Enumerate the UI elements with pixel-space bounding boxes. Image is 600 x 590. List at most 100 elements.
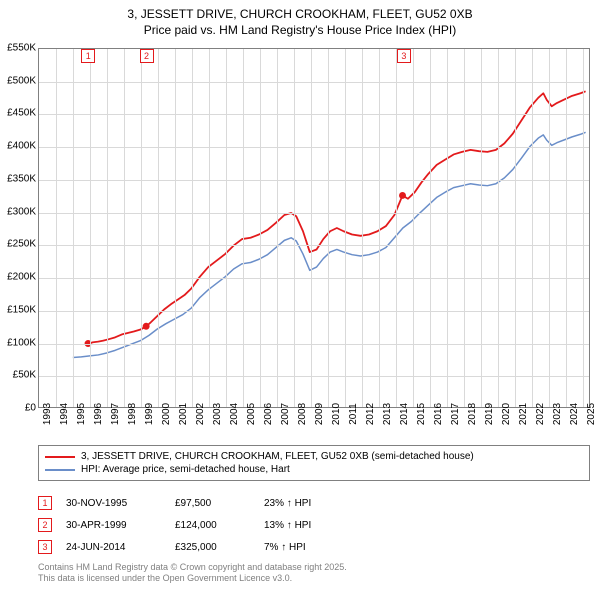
footer-attribution: Contains HM Land Registry data © Crown c…: [38, 562, 590, 585]
gridline-v: [362, 49, 363, 407]
gridline-v: [379, 49, 380, 407]
gridline-h: [39, 213, 589, 214]
x-tick-label: 2006: [263, 403, 274, 425]
y-tick-label: £450K: [0, 108, 36, 119]
gridline-h: [39, 82, 589, 83]
event-marker-box: 2: [38, 518, 52, 532]
event-hpi: 7% ↑ HPI: [264, 542, 306, 553]
gridline-v: [345, 49, 346, 407]
x-tick-label: 2023: [552, 403, 563, 425]
event-price: £124,000: [175, 520, 250, 531]
x-tick-label: 1998: [127, 403, 138, 425]
x-tick-label: 2011: [348, 403, 359, 425]
x-tick-label: 2024: [569, 403, 580, 425]
gridline-v: [532, 49, 533, 407]
legend-swatch: [45, 456, 75, 458]
gridline-v: [90, 49, 91, 407]
chart-marker: 1: [81, 49, 95, 63]
y-tick-label: £350K: [0, 173, 36, 184]
legend-row: 3, JESSETT DRIVE, CHURCH CROOKHAM, FLEET…: [45, 450, 583, 463]
event-date: 24-JUN-2014: [66, 542, 161, 553]
y-tick-label: £200K: [0, 272, 36, 283]
gridline-v: [209, 49, 210, 407]
gridline-v: [56, 49, 57, 407]
event-price: £325,000: [175, 542, 250, 553]
legend-label: HPI: Average price, semi-detached house,…: [81, 464, 290, 475]
x-tick-label: 2012: [365, 403, 376, 425]
title-line2: Price paid vs. HM Land Registry's House …: [0, 22, 600, 38]
event-row: 130-NOV-1995£97,50023% ↑ HPI: [38, 492, 311, 514]
event-price: £97,500: [175, 498, 250, 509]
gridline-v: [260, 49, 261, 407]
gridline-v: [481, 49, 482, 407]
gridline-v: [413, 49, 414, 407]
gridline-v: [515, 49, 516, 407]
gridline-v: [566, 49, 567, 407]
gridline-v: [549, 49, 550, 407]
y-tick-label: £0: [0, 403, 36, 414]
x-tick-label: 1995: [76, 403, 87, 425]
x-tick-label: 2025: [586, 403, 597, 425]
gridline-v: [430, 49, 431, 407]
chart-plot-area: 123: [38, 48, 590, 408]
x-tick-label: 2000: [161, 403, 172, 425]
gridline-v: [277, 49, 278, 407]
gridline-v: [464, 49, 465, 407]
gridline-h: [39, 180, 589, 181]
x-tick-label: 2016: [433, 403, 444, 425]
x-tick-label: 1994: [59, 403, 70, 425]
x-tick-label: 2007: [280, 403, 291, 425]
gridline-v: [175, 49, 176, 407]
gridline-v: [583, 49, 584, 407]
x-tick-label: 1996: [93, 403, 104, 425]
gridline-v: [396, 49, 397, 407]
gridline-v: [498, 49, 499, 407]
y-tick-label: £550K: [0, 43, 36, 54]
gridline-v: [192, 49, 193, 407]
gridline-v: [158, 49, 159, 407]
gridline-h: [39, 147, 589, 148]
event-list: 130-NOV-1995£97,50023% ↑ HPI230-APR-1999…: [38, 492, 311, 558]
x-tick-label: 2022: [535, 403, 546, 425]
x-tick-label: 2005: [246, 403, 257, 425]
chart-legend: 3, JESSETT DRIVE, CHURCH CROOKHAM, FLEET…: [38, 445, 590, 481]
gridline-v: [124, 49, 125, 407]
series-property: [88, 91, 586, 343]
chart-title: 3, JESSETT DRIVE, CHURCH CROOKHAM, FLEET…: [0, 0, 600, 38]
y-tick-label: £100K: [0, 337, 36, 348]
gridline-h: [39, 376, 589, 377]
x-tick-label: 2010: [331, 403, 342, 425]
x-tick-label: 1999: [144, 403, 155, 425]
gridline-v: [243, 49, 244, 407]
event-row: 230-APR-1999£124,00013% ↑ HPI: [38, 514, 311, 536]
event-hpi: 23% ↑ HPI: [264, 498, 311, 509]
x-tick-label: 2001: [178, 403, 189, 425]
gridline-v: [311, 49, 312, 407]
gridline-v: [226, 49, 227, 407]
data-point: [399, 192, 406, 199]
y-tick-label: £500K: [0, 75, 36, 86]
x-tick-label: 2002: [195, 403, 206, 425]
y-tick-label: £250K: [0, 239, 36, 250]
event-hpi: 13% ↑ HPI: [264, 520, 311, 531]
footer-line1: Contains HM Land Registry data © Crown c…: [38, 562, 590, 573]
legend-swatch: [45, 469, 75, 471]
x-tick-label: 2021: [518, 403, 529, 425]
gridline-h: [39, 278, 589, 279]
gridline-v: [328, 49, 329, 407]
title-line1: 3, JESSETT DRIVE, CHURCH CROOKHAM, FLEET…: [0, 6, 600, 22]
chart-marker: 2: [140, 49, 154, 63]
chart-svg: [39, 49, 589, 407]
y-tick-label: £300K: [0, 206, 36, 217]
gridline-v: [294, 49, 295, 407]
x-tick-label: 2020: [501, 403, 512, 425]
gridline-h: [39, 245, 589, 246]
x-tick-label: 2014: [399, 403, 410, 425]
event-date: 30-NOV-1995: [66, 498, 161, 509]
gridline-v: [447, 49, 448, 407]
gridline-v: [141, 49, 142, 407]
x-tick-label: 1993: [42, 403, 53, 425]
footer-line2: This data is licensed under the Open Gov…: [38, 573, 590, 584]
gridline-v: [107, 49, 108, 407]
x-tick-label: 2009: [314, 403, 325, 425]
